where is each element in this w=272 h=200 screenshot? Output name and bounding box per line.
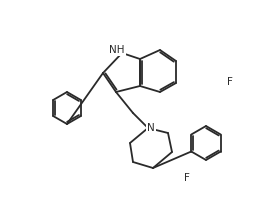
Text: NH: NH bbox=[109, 45, 125, 55]
Text: N: N bbox=[147, 123, 155, 133]
Text: F: F bbox=[184, 173, 190, 183]
Text: NH: NH bbox=[109, 45, 125, 55]
Text: F: F bbox=[227, 77, 233, 87]
